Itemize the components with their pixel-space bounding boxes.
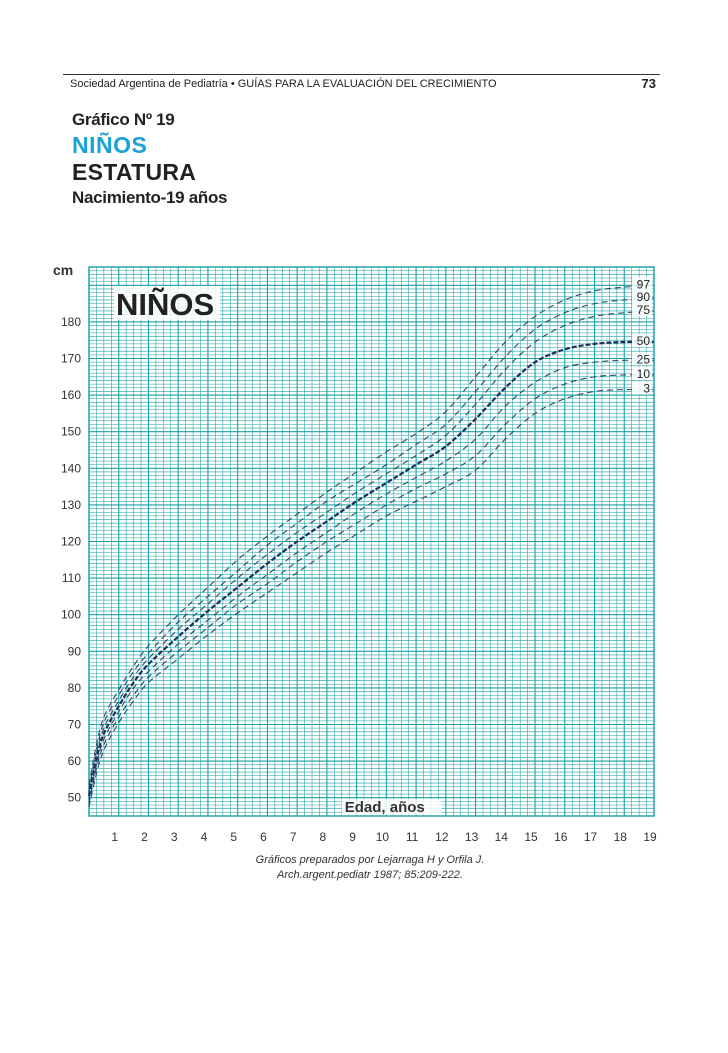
series-label-90: 90 [637,290,651,304]
x-tick-label: 11 [406,830,419,844]
plot-frame [88,266,655,817]
percentile-line-10 [88,374,655,804]
plot-title-bg [114,286,220,320]
y-tick-label: 150 [61,425,81,439]
x-tick-label: 18 [614,830,628,844]
x-tick-label: 16 [554,830,568,844]
y-tick-label: 170 [61,352,81,366]
header-rule [63,74,660,75]
y-tick-label: 140 [61,461,81,475]
percentile-line-3 [88,388,655,807]
x-tick-label: 5 [230,830,237,844]
title-block: Gráfico Nº 19 NIÑOS ESTATURA Nacimiento-… [72,110,228,208]
series-label-bg [632,352,652,366]
x-tick-label: 4 [201,830,208,844]
x-tick-label: 9 [349,830,356,844]
x-tick-label: 6 [260,830,267,844]
y-axis-label: cm [53,262,73,278]
percentile-line-50 [87,340,655,797]
series-label-bg [632,334,652,348]
y-tick-label: 50 [68,791,82,805]
series-label-10: 10 [637,367,651,381]
x-tick-label: 7 [290,830,297,844]
y-tick-label: 100 [61,608,81,622]
series-label-25: 25 [637,352,651,366]
series-label-bg [632,381,652,395]
y-tick-label: 70 [68,718,82,732]
x-tick-label: 14 [495,830,509,844]
series-label-3: 3 [643,382,650,396]
y-tick-label: 160 [61,388,81,402]
x-tick-label: 2 [141,830,148,844]
page-header: Sociedad Argentina de Pediatría • GUÍAS … [70,76,660,94]
series-label-50: 50 [637,334,651,348]
credit-line-1: Gráficos preparados por Lejarraga H y Or… [255,854,485,866]
series-label-bg [632,302,652,316]
percentile-line-90 [88,297,655,789]
credit-line-2: Arch.argent.pediatr 1987; 85:209-222. [277,869,463,881]
chart-number: Gráfico Nº 19 [72,110,175,129]
series-label-97: 97 [637,277,651,291]
series-label-bg [632,290,652,304]
x-tick-label: 12 [435,830,449,844]
x-axis-label: Edad, años [345,799,425,816]
x-tick-label: 10 [376,830,390,844]
x-tick-label: 1 [111,830,118,844]
measure-title: ESTATURA [72,159,197,185]
range-title: Nacimiento-19 años [72,188,228,207]
y-tick-label: 120 [61,535,81,549]
x-tick-label: 17 [584,830,598,844]
x-axis-label-bg [341,799,442,815]
x-tick-label: 3 [171,830,178,844]
x-tick-label: 15 [524,830,538,844]
plot-title: NIÑOS [116,287,214,322]
page-number: 73 [641,76,656,91]
group-title: NIÑOS [72,132,148,158]
credit: Gráficos preparados por Lejarraga H y Or… [210,853,530,883]
y-tick-label: 90 [68,644,82,658]
series-label-75: 75 [637,303,651,317]
percentile-line-97 [88,284,655,785]
y-tick-label: 110 [62,571,81,585]
y-tick-label: 180 [61,315,81,329]
x-tick-label: 19 [643,830,657,844]
x-tick-label: 8 [320,830,327,844]
percentile-line-75 [88,310,655,793]
series-label-bg [632,366,652,380]
y-tick-label: 130 [61,498,81,512]
x-tick-label: 13 [465,830,479,844]
percentile-line-25 [88,359,655,800]
series-label-bg [632,277,652,291]
y-tick-label: 80 [68,681,82,695]
y-tick-label: 60 [68,754,82,768]
header-society: Sociedad Argentina de Pediatría • GUÍAS … [70,78,497,90]
